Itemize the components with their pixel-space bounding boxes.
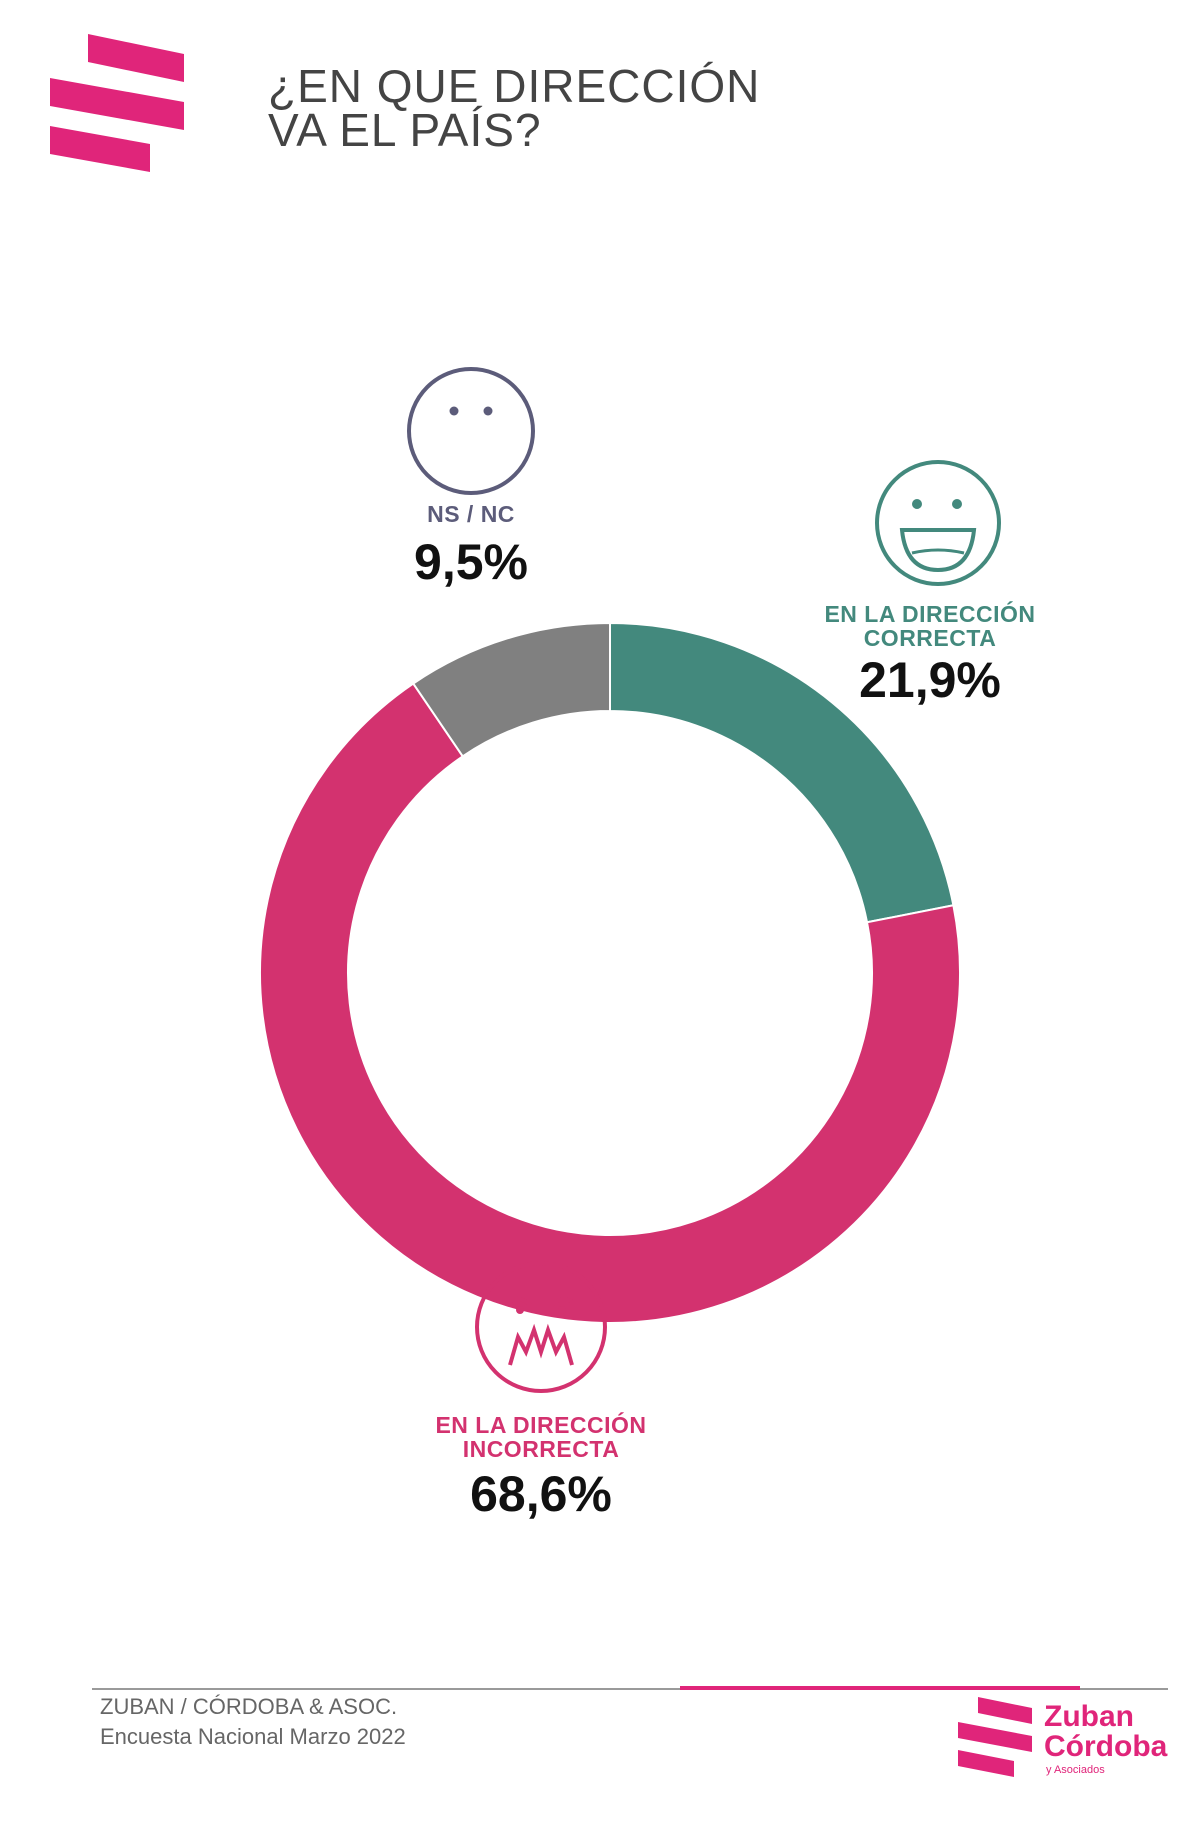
title-line-1: ¿EN QUE DIRECCIÓN <box>268 60 761 112</box>
title-line-2: VA EL PAÍS? <box>268 104 542 156</box>
label-nsnc-text: NS / NC <box>427 501 515 527</box>
footer-divider <box>92 1688 1168 1690</box>
donut-slice-nsnc <box>411 621 611 758</box>
page-title: ¿EN QUE DIRECCIÓN VA EL PAÍS? <box>268 60 761 156</box>
neutral-face-icon <box>407 367 535 495</box>
footer-source: ZUBAN / CÓRDOBA & ASOC. <box>100 1694 398 1719</box>
label-correcta: EN LA DIRECCIÓN CORRECTA <box>780 602 1080 650</box>
label-incorrecta: EN LA DIRECCIÓN INCORRECTA <box>391 1413 691 1461</box>
footer-accent-line <box>680 1686 1080 1690</box>
smile-face-icon <box>875 460 1001 586</box>
label-correcta-line2: CORRECTA <box>863 625 997 651</box>
label-incorrecta-line2: INCORRECTA <box>462 1436 620 1462</box>
brand-name-line2: Córdoba <box>1044 1730 1168 1763</box>
brand-name-line3: y Asociados <box>1046 1764 1105 1776</box>
label-incorrecta-line1: EN LA DIRECCIÓN <box>435 1412 647 1438</box>
angry-face-icon <box>475 1261 607 1393</box>
brand-logo-icon <box>50 34 184 172</box>
label-nsnc: NS / NC <box>371 502 571 526</box>
donut-slice-incorrecta <box>259 682 961 1324</box>
brand-name-line1: Zuban <box>1044 1700 1134 1733</box>
label-correcta-line1: EN LA DIRECCIÓN <box>824 601 1036 627</box>
pct-incorrecta: 68,6% <box>470 1466 612 1522</box>
footer-survey: Encuesta Nacional Marzo 2022 <box>100 1724 406 1749</box>
pct-nsnc: 9,5% <box>414 534 528 590</box>
pct-correcta: 21,9% <box>859 652 1001 708</box>
